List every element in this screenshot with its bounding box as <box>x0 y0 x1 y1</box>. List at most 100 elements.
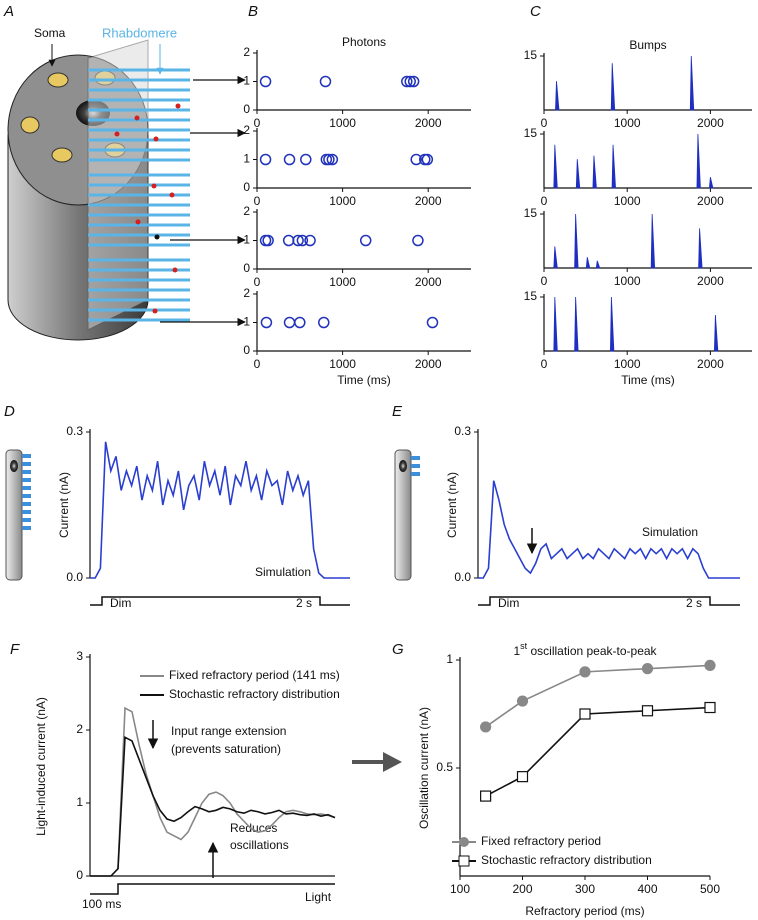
y-tick-label: 0 <box>243 180 250 194</box>
x-tick-label: 0 <box>541 357 548 371</box>
chart-title: 1st oscillation peak-to-peak <box>513 641 657 658</box>
trace-line <box>478 480 740 579</box>
x-tick-label: 2000 <box>415 194 442 208</box>
panel-label: C <box>530 3 541 20</box>
title-part: st <box>520 641 528 651</box>
y-tick-label: 0.3 <box>66 424 83 438</box>
diagram-label: Soma <box>34 26 66 40</box>
x-tick-label: 2000 <box>697 194 724 208</box>
annotation: Reduces <box>230 821 277 835</box>
stimulus-trace <box>90 596 350 606</box>
photon-marker <box>304 234 316 247</box>
photon-marker <box>404 75 416 88</box>
panel-label: E <box>392 403 403 420</box>
marker <box>480 721 492 733</box>
photon-marker <box>319 75 332 88</box>
photon-marker <box>283 316 296 329</box>
photon-marker <box>296 234 309 247</box>
panel-label: B <box>248 3 258 20</box>
legend-swatch <box>458 855 470 867</box>
x-tick-label: 1000 <box>614 116 641 130</box>
x-tick-label: 0 <box>541 274 548 288</box>
x-tick-label: 1000 <box>329 116 356 130</box>
bump <box>611 144 616 189</box>
y-tick-label: 0.0 <box>454 570 471 584</box>
x-tick-label: 1000 <box>329 194 356 208</box>
photon-marker <box>262 234 274 247</box>
y-tick-label: 0.5 <box>436 760 453 774</box>
y-tick-label: 0.3 <box>454 424 471 438</box>
x-tick-label: 0 <box>254 116 261 130</box>
x-tick-label: 1000 <box>329 275 356 289</box>
bump <box>650 213 656 269</box>
trace-line <box>90 441 350 579</box>
stimulus-label: 100 ms <box>82 897 121 911</box>
x-tick-label: 2000 <box>697 274 724 288</box>
x-tick-label: 1000 <box>614 194 641 208</box>
stimulus-label: Light <box>305 890 332 904</box>
marker <box>516 695 529 707</box>
bump <box>696 133 701 189</box>
panel-label: G <box>392 641 404 658</box>
x-tick-label: 0 <box>254 194 261 208</box>
y-tick-label: 15 <box>524 206 538 220</box>
marker <box>704 659 716 672</box>
diagram-label: Rhabdomere <box>102 25 177 40</box>
photon-marker <box>426 316 439 329</box>
x-tick-label: 1000 <box>614 357 641 371</box>
trace-line <box>485 706 711 797</box>
y-tick-label: 2 <box>76 722 83 736</box>
x-tick-label: 1000 <box>614 274 641 288</box>
photon-marker <box>283 153 296 166</box>
y-axis-label: Light-induced current (nA) <box>34 697 48 836</box>
stimulus-trace <box>90 883 335 895</box>
legend-label: Fixed refractory period (141 ms) <box>169 668 340 682</box>
panel-arrow <box>352 752 402 772</box>
marker <box>579 708 591 720</box>
y-tick-label: 0 <box>243 261 250 275</box>
bump <box>592 155 597 189</box>
y-tick-label: 15 <box>524 126 538 140</box>
x-tick-label: 200 <box>512 882 532 896</box>
photon-marker <box>300 153 312 166</box>
bump <box>553 296 558 352</box>
photon-marker <box>326 153 339 166</box>
cell-icon <box>5 449 31 581</box>
bump <box>689 55 695 111</box>
photon-marker <box>359 234 372 247</box>
bump <box>708 177 714 189</box>
x-tick-label: 0 <box>254 357 261 371</box>
annotation: Input range extension <box>171 724 286 738</box>
photon-marker <box>292 234 304 247</box>
cell-icon <box>394 449 420 581</box>
y-tick-label: 0 <box>76 868 83 882</box>
chart-title: Photons <box>342 35 386 49</box>
marker <box>704 701 716 714</box>
y-axis-label: Current (nA) <box>57 472 71 538</box>
y-tick-label: 1 <box>243 233 250 247</box>
photon-marker <box>407 75 420 88</box>
x-tick-label: 0 <box>254 275 261 289</box>
photon-marker <box>294 316 306 329</box>
marker <box>516 771 529 783</box>
y-tick-label: 1 <box>243 74 250 88</box>
x-tick-label: 2000 <box>415 357 442 371</box>
photon-marker <box>410 153 422 166</box>
panel-label: A <box>3 3 14 20</box>
bump <box>713 314 719 352</box>
y-tick-label: 2 <box>243 286 250 300</box>
annotation: (prevents saturation) <box>171 742 281 756</box>
y-tick-label: 2 <box>243 45 250 59</box>
photon-marker <box>412 234 424 247</box>
panel-label: F <box>10 641 20 658</box>
y-tick-label: 3 <box>76 649 83 663</box>
bump <box>574 296 579 352</box>
trace-line <box>90 736 336 877</box>
panel-label: D <box>4 403 15 420</box>
bump <box>698 228 703 269</box>
x-axis-label: Time (ms) <box>337 373 391 387</box>
stimulus-label: 2 s <box>686 596 702 610</box>
x-tick-label: 100 <box>450 882 470 896</box>
x-tick-label: 2000 <box>697 357 724 371</box>
